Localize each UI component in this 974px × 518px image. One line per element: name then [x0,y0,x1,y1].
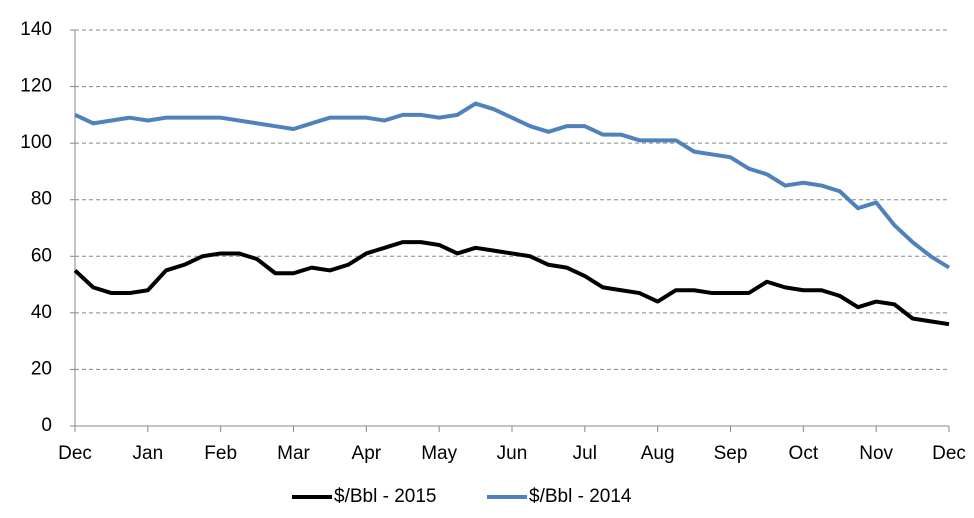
y-tick-label: 40 [31,302,52,323]
line-series [73,240,950,327]
legend-label: $/Bbl - 2014 [529,486,632,507]
x-tick-label: May [421,443,457,464]
line-series [74,101,951,270]
y-tick-label: 0 [41,415,52,436]
y-tick-label: 60 [31,245,52,266]
x-tick-label: Dec [58,443,92,464]
x-tick-label: Apr [352,443,382,464]
y-tick-label: 20 [31,358,52,379]
x-tick-label: Oct [789,443,819,464]
y-tick-label: 100 [20,132,52,153]
x-tick-label: Aug [641,443,675,464]
y-tick-label: 120 [20,76,52,97]
x-tick-label: Jul [573,443,597,464]
x-tick-label: Sep [714,443,748,464]
x-tick-label: Dec [932,443,966,464]
x-tick-label: Jan [133,443,164,464]
legend-label: $/Bbl - 2015 [334,486,436,507]
x-tick-label: Mar [277,443,310,464]
y-tick-label: 80 [31,189,52,210]
y-tick-label: 140 [20,19,52,40]
x-tick-label: Jun [497,443,528,464]
x-tick-label: Feb [204,443,237,464]
x-tick-label: Nov [859,443,893,464]
